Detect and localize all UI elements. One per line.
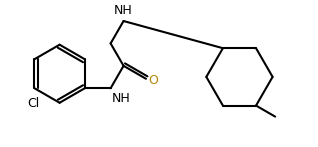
Text: NH: NH (114, 4, 132, 17)
Text: Cl: Cl (27, 97, 39, 110)
Text: O: O (148, 74, 158, 87)
Text: NH: NH (112, 92, 131, 105)
